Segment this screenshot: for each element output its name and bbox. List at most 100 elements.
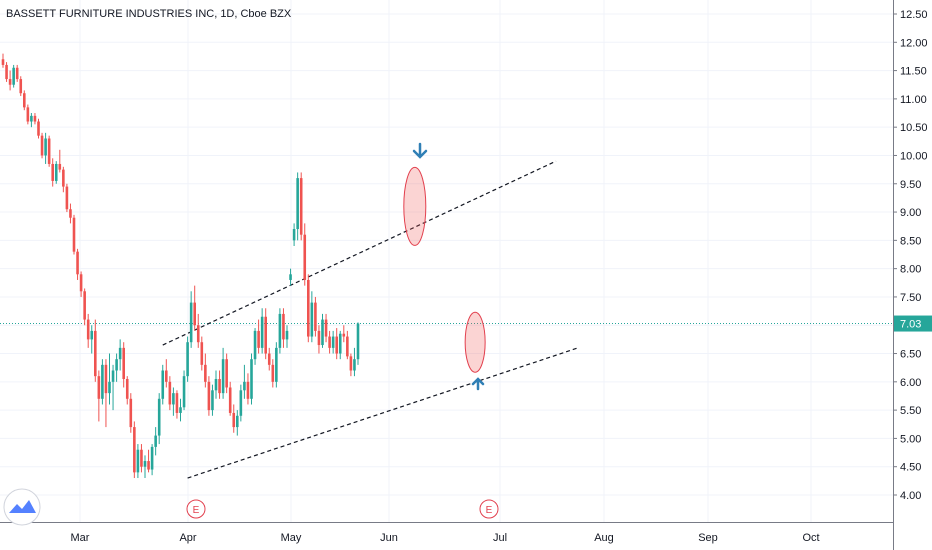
candle-body xyxy=(299,178,303,235)
candle-body xyxy=(79,274,83,292)
candle-body xyxy=(246,381,250,399)
candle-body xyxy=(275,347,278,382)
candle-body xyxy=(264,316,267,354)
candle-body xyxy=(133,427,136,473)
candle-body xyxy=(23,93,26,108)
y-tick-label: 6.00 xyxy=(900,377,921,389)
candle-body xyxy=(147,461,150,470)
candle-body xyxy=(143,461,147,467)
earnings-marker[interactable] xyxy=(186,499,206,519)
candle-body xyxy=(296,178,299,230)
pullback-highlight-ellipse xyxy=(464,311,486,373)
candle-body xyxy=(225,359,228,388)
peak-highlight-ellipse xyxy=(403,166,427,246)
candle-body xyxy=(243,381,246,391)
candle-body xyxy=(189,302,193,343)
candle-body xyxy=(257,330,260,348)
x-tick-label: Jul xyxy=(493,532,507,544)
candle-body xyxy=(26,107,30,122)
y-tick-label: 9.00 xyxy=(900,207,921,219)
candle-body xyxy=(321,319,324,346)
candle-body xyxy=(218,378,221,394)
candle-body xyxy=(207,381,211,411)
candle-body xyxy=(236,415,239,428)
y-tick-label: 10.50 xyxy=(900,122,928,134)
candle-body xyxy=(129,398,133,428)
candle-body xyxy=(271,364,275,382)
candle-body xyxy=(136,449,140,473)
candle-body xyxy=(90,330,94,340)
candle-body xyxy=(47,138,51,164)
candle-body xyxy=(104,364,108,394)
earnings-marker-label: E xyxy=(193,505,200,516)
candle-body xyxy=(172,393,175,405)
lower-channel-line xyxy=(187,347,579,479)
x-tick-label: Aug xyxy=(594,532,614,544)
candle-body xyxy=(186,342,189,377)
candles xyxy=(1,53,360,479)
candle-body xyxy=(179,407,182,413)
candle-body xyxy=(62,169,65,187)
candle-body xyxy=(285,330,289,340)
y-tick-label: 8.00 xyxy=(900,264,921,276)
candle-body xyxy=(200,342,204,365)
candle-body xyxy=(211,390,214,411)
candle-body xyxy=(182,376,186,408)
candle-body xyxy=(204,364,207,382)
candle-body xyxy=(58,163,62,170)
candle-body xyxy=(97,376,101,399)
candle-body xyxy=(19,79,23,94)
candle-body xyxy=(101,364,104,399)
earnings-marker[interactable] xyxy=(479,499,499,519)
candle-body xyxy=(140,449,143,467)
up-arrow-icon xyxy=(471,377,485,391)
candle-body xyxy=(228,387,232,413)
candle-body xyxy=(278,313,282,348)
y-tick-label: 7.50 xyxy=(900,292,921,304)
candle-body xyxy=(232,412,236,428)
x-tick-label: Apr xyxy=(179,532,196,544)
candle-body xyxy=(282,313,285,340)
candle-body xyxy=(349,356,353,371)
y-tick-label: 10.00 xyxy=(900,150,928,162)
candle-body xyxy=(168,381,172,405)
y-tick-label: 11.00 xyxy=(900,94,927,106)
y-tick-label: 4.00 xyxy=(900,490,921,502)
candle-body xyxy=(94,330,97,377)
candle-body xyxy=(165,370,168,382)
candle-body xyxy=(30,115,33,122)
last-price-tag xyxy=(894,315,932,332)
candle-body xyxy=(76,251,79,275)
candle-body xyxy=(289,274,292,280)
candle-body xyxy=(12,67,15,85)
x-tick-label: May xyxy=(281,532,302,544)
y-tick-label: 4.50 xyxy=(900,462,921,474)
candle-body xyxy=(335,336,338,354)
candle-body xyxy=(150,446,154,470)
candle-body xyxy=(65,186,69,210)
x-tick-label: Mar xyxy=(71,532,90,544)
candle-body xyxy=(108,381,111,394)
x-tick-label: Sep xyxy=(698,532,718,544)
candle-body xyxy=(310,302,314,337)
candle-body xyxy=(1,59,5,65)
candle-body xyxy=(250,359,253,399)
candle-body xyxy=(356,323,360,360)
candle-body xyxy=(314,302,317,331)
y-tick-label: 12.50 xyxy=(900,9,928,21)
candle-body xyxy=(253,330,257,360)
x-tick-label: Jun xyxy=(380,532,398,544)
down-arrow-icon xyxy=(412,142,428,159)
y-tick-label: 6.50 xyxy=(900,349,921,361)
earnings-marker-label: E xyxy=(486,505,493,516)
candle-body xyxy=(5,64,8,80)
candle-body xyxy=(221,359,225,394)
candle-body xyxy=(118,347,122,360)
candle-body xyxy=(324,319,328,337)
highlight-annotations xyxy=(403,142,486,391)
candle-body xyxy=(338,333,342,354)
candle-body xyxy=(196,325,200,343)
grid xyxy=(0,0,893,522)
candle-body xyxy=(154,435,157,447)
